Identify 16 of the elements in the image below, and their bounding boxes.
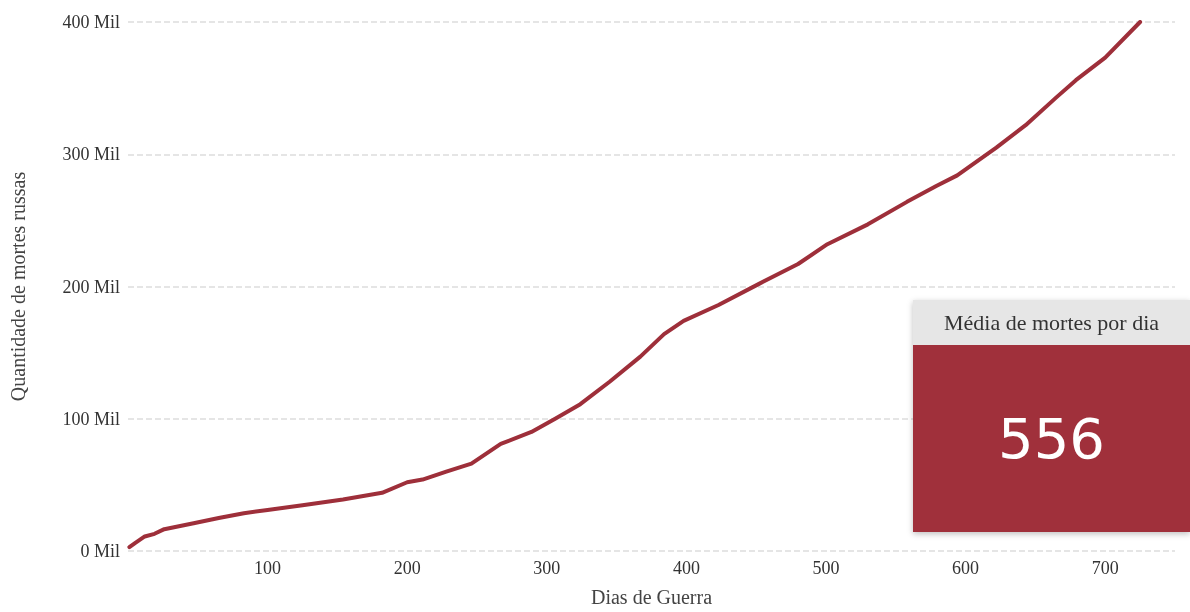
y-tick-label: 400 Mil [62,12,120,32]
x-tick-label: 100 [254,558,282,578]
x-tick-label: 300 [533,558,561,578]
y-axis-title: Quantidade de mortes russas [7,171,29,402]
x-tick-label: 600 [952,558,980,578]
y-tick-label: 0 Mil [80,541,120,561]
x-tick-label: 400 [672,558,700,578]
y-tick-label: 100 Mil [62,408,120,429]
text: Média de mortes por dia [913,300,1190,345]
x-tick-label: 200 [393,558,421,578]
annotation: 556 [913,345,1190,532]
x-tick-label: 500 [812,558,840,578]
x-tick-label: 700 [1091,558,1119,578]
y-tick-label: 200 Mil [62,276,120,297]
x-axis-title: Dias de Guerra [590,586,713,608]
y-tick-label: 300 Mil [62,144,120,165]
